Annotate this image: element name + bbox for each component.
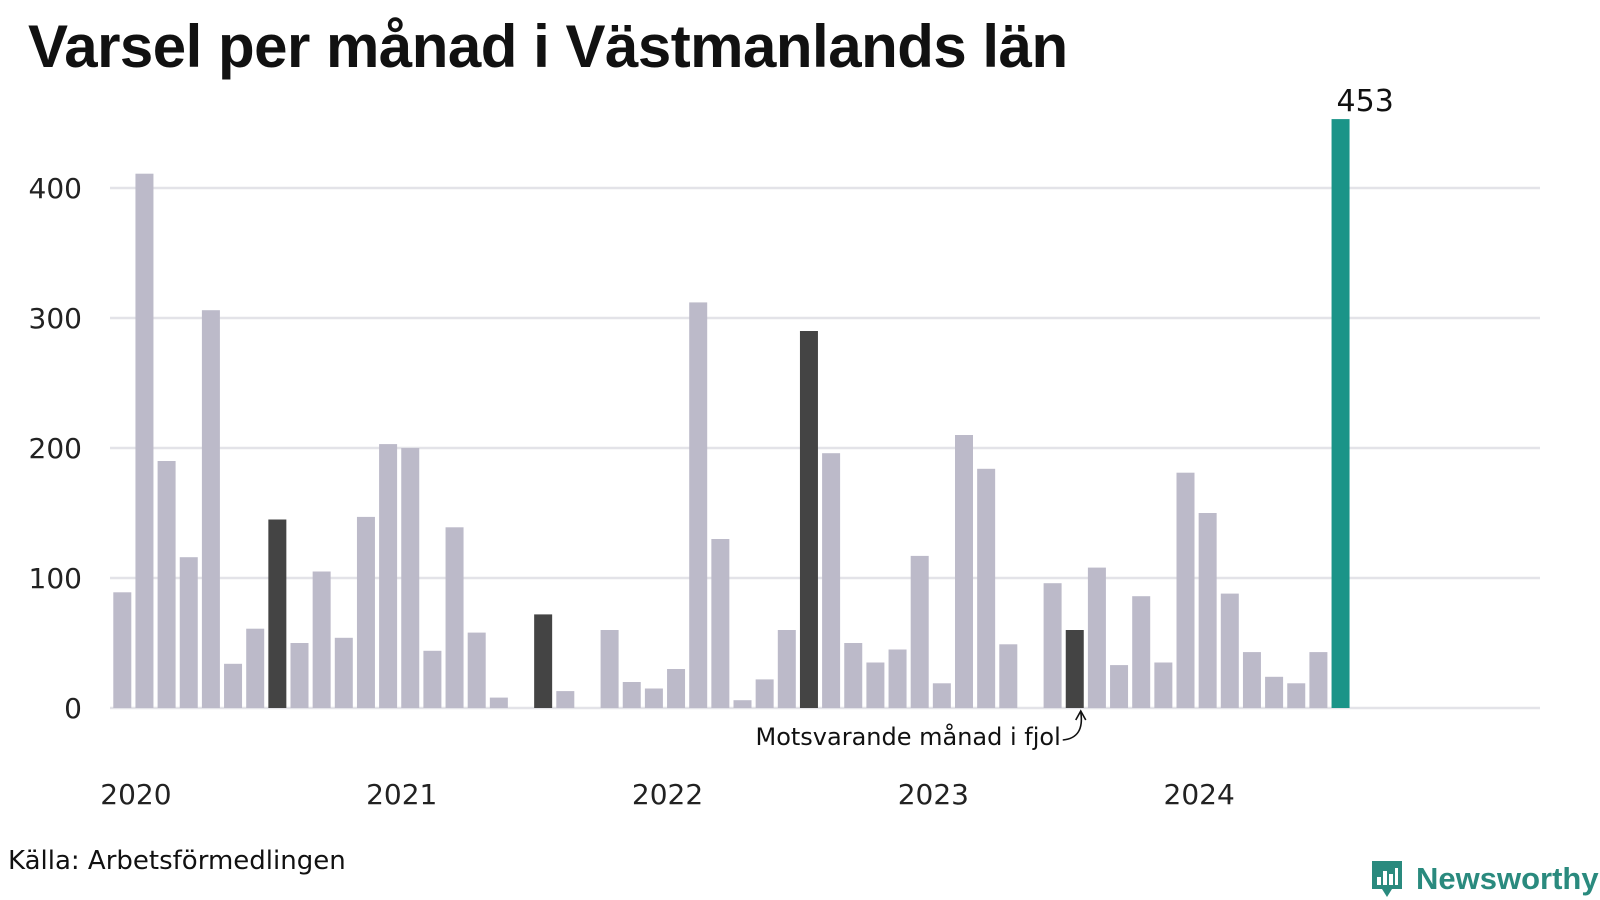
bar bbox=[622, 682, 641, 708]
bars bbox=[113, 119, 1350, 709]
bar bbox=[467, 632, 486, 708]
bar bbox=[644, 688, 663, 708]
bar bbox=[1220, 593, 1239, 708]
y-axis-ticks: 0 100 200 300 400 bbox=[29, 172, 82, 725]
bar bbox=[866, 662, 885, 708]
bar bbox=[1065, 630, 1084, 708]
bar bbox=[135, 173, 154, 708]
bar bbox=[777, 630, 796, 708]
annotation-arrowhead bbox=[1075, 709, 1087, 721]
bar bbox=[445, 527, 464, 708]
y-tick-label: 300 bbox=[29, 302, 82, 335]
source-note: Källa: Arbetsförmedlingen bbox=[8, 846, 346, 876]
bar bbox=[1309, 652, 1328, 708]
bar bbox=[799, 331, 818, 708]
bar bbox=[1287, 683, 1306, 708]
bar bbox=[334, 637, 353, 708]
bar bbox=[312, 571, 331, 708]
latest-value-label: 453 bbox=[1337, 84, 1394, 119]
bar bbox=[179, 557, 198, 708]
chart-title: Varsel per månad i Västmanlands län bbox=[28, 13, 1068, 80]
brand-name: Newsworthy bbox=[1416, 861, 1599, 896]
bar bbox=[844, 643, 863, 708]
bar bbox=[268, 519, 287, 708]
bar bbox=[600, 630, 619, 708]
bar bbox=[1331, 119, 1350, 709]
bar bbox=[1242, 652, 1261, 708]
bar bbox=[246, 628, 265, 708]
annotation-label: Motsvarande månad i fjol bbox=[755, 722, 1060, 751]
bar bbox=[1132, 596, 1151, 708]
y-tick-label: 100 bbox=[29, 562, 82, 595]
x-tick-label: 2020 bbox=[100, 778, 171, 811]
bar bbox=[977, 468, 996, 708]
bar bbox=[733, 700, 752, 708]
bar bbox=[201, 310, 220, 708]
bar bbox=[711, 539, 730, 708]
x-tick-label: 2023 bbox=[898, 778, 969, 811]
bar bbox=[999, 644, 1018, 708]
bar bbox=[1176, 472, 1195, 708]
bar bbox=[157, 461, 176, 708]
bar bbox=[556, 691, 575, 708]
y-tick-label: 0 bbox=[64, 692, 82, 725]
y-tick-label: 200 bbox=[29, 432, 82, 465]
bar bbox=[1087, 567, 1106, 708]
bar bbox=[932, 683, 951, 708]
x-tick-label: 2024 bbox=[1164, 778, 1235, 811]
bar bbox=[1198, 513, 1217, 708]
bar bbox=[667, 669, 686, 708]
bar bbox=[955, 435, 973, 708]
bar bbox=[356, 516, 375, 708]
bar bbox=[888, 649, 907, 708]
annotations: 453 Motsvarande månad i fjol bbox=[755, 84, 1393, 751]
x-tick-label: 2021 bbox=[366, 778, 437, 811]
bar bbox=[689, 302, 708, 708]
bar-chart: 0 100 200 300 400 2020 2021 2022 2023 2024 453 Mo… bbox=[29, 84, 1540, 811]
bar bbox=[1043, 583, 1062, 708]
bar bbox=[534, 614, 553, 708]
newsworthy-logo-icon bbox=[1372, 861, 1402, 897]
bar bbox=[822, 453, 841, 708]
brand-logo[interactable]: Newsworthy bbox=[1370, 858, 1599, 900]
x-axis-ticks: 2020 2021 2022 2023 2024 bbox=[100, 778, 1234, 811]
bar bbox=[423, 650, 442, 708]
bar bbox=[379, 444, 398, 708]
y-tick-label: 400 bbox=[29, 172, 82, 205]
bar bbox=[1154, 662, 1173, 708]
bar bbox=[910, 555, 929, 708]
annotation-arrow bbox=[1062, 711, 1083, 741]
bar bbox=[1265, 676, 1284, 708]
bar bbox=[401, 448, 420, 708]
bar bbox=[1110, 665, 1129, 708]
x-tick-label: 2022 bbox=[632, 778, 703, 811]
bar bbox=[113, 592, 132, 708]
bar bbox=[224, 663, 243, 708]
bar bbox=[755, 679, 774, 708]
bar bbox=[290, 643, 309, 708]
bar bbox=[489, 697, 508, 708]
